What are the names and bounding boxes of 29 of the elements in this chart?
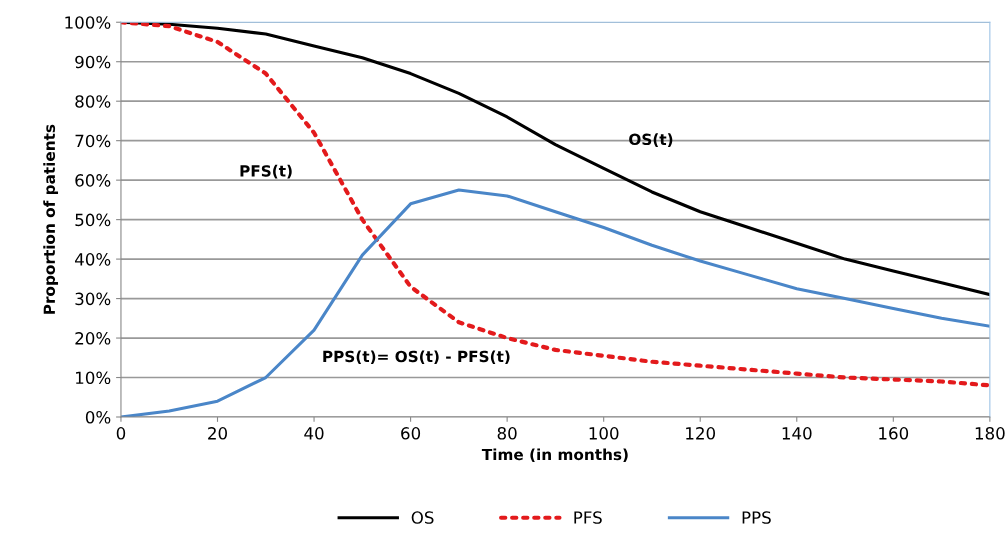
y-tick-label: 20% — [75, 332, 111, 345]
x-tick-label: 0 — [116, 427, 126, 440]
y-tick-label: 60% — [75, 174, 111, 187]
y-tick-label: 10% — [76, 371, 111, 385]
y-tick-label: 40% — [75, 253, 111, 266]
x-tick-label: 80 — [497, 427, 517, 440]
annotation: PPS(t)= OS(t) - PFS(t) — [323, 350, 510, 365]
y-tick-label: 80% — [75, 95, 111, 108]
x-tick-label: 120 — [686, 427, 716, 440]
x-tick-label: 60 — [401, 427, 421, 440]
y-axis-title: Proportion of patients — [43, 124, 59, 314]
y-tick-label: 100% — [65, 16, 111, 29]
x-tick-label: 180 — [975, 427, 1005, 440]
y-tick-label: 90% — [75, 55, 111, 69]
y-tick-label: 0% — [85, 410, 111, 424]
x-tick-label: 140 — [782, 427, 812, 440]
y-tick-label: 70% — [75, 134, 111, 148]
legend-label: OS — [411, 511, 434, 524]
x-tick-label: 100 — [589, 427, 619, 440]
x-tick-label: 160 — [879, 427, 909, 440]
legend-label: PPS — [742, 511, 771, 524]
legend-label: PFS — [574, 511, 602, 524]
annotation: PFS(t) — [240, 164, 292, 179]
y-tick-label: 50% — [75, 213, 111, 227]
annotation: OS(t) — [629, 133, 673, 147]
y-tick-label: 30% — [75, 292, 111, 306]
x-tick-label: 20 — [208, 427, 227, 440]
x-axis-title: Time (in months) — [481, 448, 628, 463]
x-tick-label: 40 — [304, 427, 324, 440]
